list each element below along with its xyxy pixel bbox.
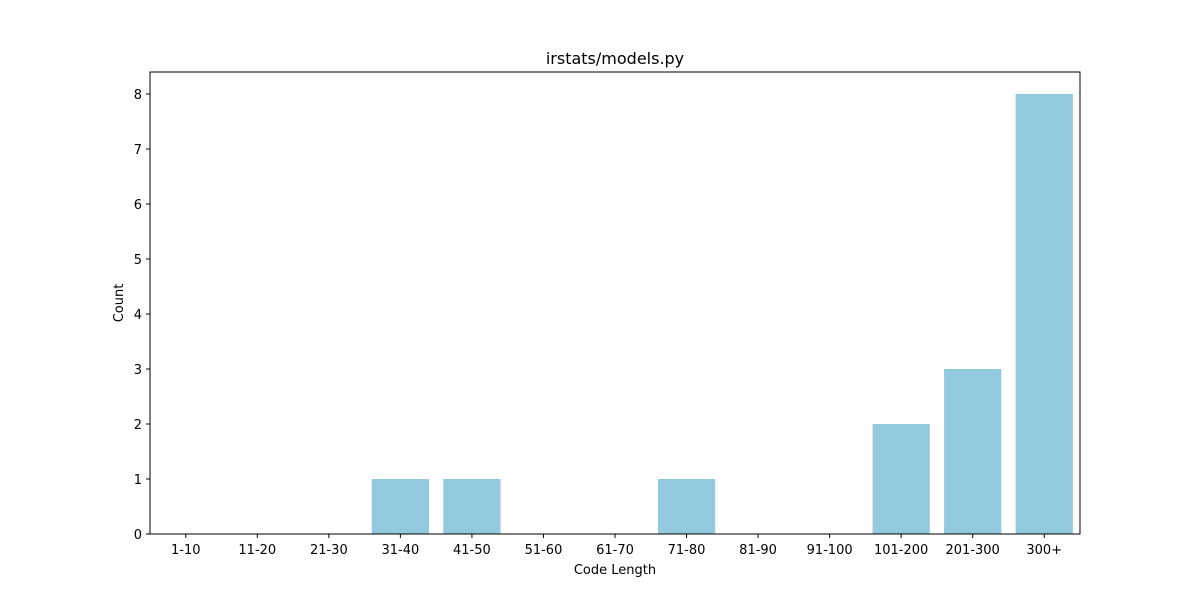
x-tick-label: 11-20 <box>238 543 276 558</box>
x-axis-title: Code Length <box>574 563 656 578</box>
y-axis-ticks: 0 1 2 3 4 5 6 7 8 <box>134 88 150 543</box>
x-tick-label: 300+ <box>1026 543 1062 558</box>
x-tick-label: 51-60 <box>525 543 563 558</box>
x-tick-label: 1-10 <box>171 543 201 558</box>
y-tick-label: 5 <box>134 253 142 268</box>
x-tick-label: 81-90 <box>739 543 777 558</box>
x-tick-label: 71-80 <box>668 543 706 558</box>
x-tick-label: 61-70 <box>596 543 634 558</box>
y-tick-label: 8 <box>134 88 142 103</box>
x-tick-label: 101-200 <box>874 543 928 558</box>
bar-201-300 <box>944 369 1002 534</box>
y-axis-title: Count <box>112 284 127 323</box>
x-tick-label: 201-300 <box>946 543 1000 558</box>
bar-300+ <box>1015 94 1073 534</box>
x-tick-label: 31-40 <box>381 543 419 558</box>
y-tick-label: 4 <box>134 308 142 323</box>
bars-group <box>371 94 1073 534</box>
chart-title: irstats/models.py <box>546 49 684 68</box>
y-tick-label: 0 <box>134 528 142 543</box>
plot-frame <box>149 71 1081 535</box>
x-tick-label: 41-50 <box>453 543 491 558</box>
y-tick-label: 7 <box>134 143 142 158</box>
bar-101-200 <box>872 424 930 534</box>
x-tick-label: 91-100 <box>807 543 853 558</box>
x-tick-label: 21-30 <box>310 543 348 558</box>
y-tick-label: 2 <box>134 418 142 433</box>
y-tick-label: 1 <box>134 473 142 488</box>
bar-31-40 <box>371 479 429 534</box>
bar-71-80 <box>657 479 716 534</box>
y-tick-label: 3 <box>134 363 142 378</box>
x-axis-ticks: 1-10 11-20 21-30 31-40 41-50 51-60 61-70 71-80 8… <box>171 534 1062 558</box>
bar-41-50 <box>443 479 501 534</box>
y-tick-label: 6 <box>134 198 142 213</box>
